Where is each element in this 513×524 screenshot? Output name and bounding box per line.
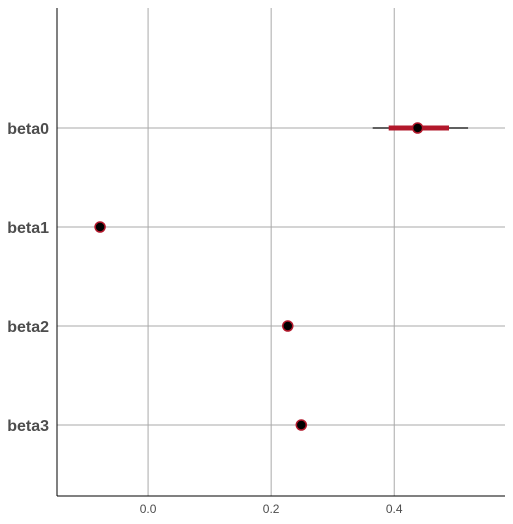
estimate-point — [411, 122, 424, 134]
x-tick-label: 0.4 — [386, 502, 403, 516]
x-tick-label: 0.2 — [263, 502, 280, 516]
x-tick-label: 0.0 — [140, 502, 157, 516]
category-label: beta2 — [7, 319, 49, 336]
estimate-point — [94, 221, 106, 233]
estimate-point — [282, 320, 294, 332]
estimate-point — [295, 419, 308, 431]
category-label: beta1 — [7, 220, 49, 237]
y-axis-ticks: beta0 beta1 beta2 beta3 — [7, 121, 49, 435]
category-label: beta3 — [7, 418, 49, 435]
grid-lines — [57, 8, 505, 496]
x-axis-ticks: 0.0 0.2 0.4 — [140, 502, 403, 516]
interval-marks — [94, 122, 469, 431]
category-label: beta0 — [7, 121, 49, 138]
